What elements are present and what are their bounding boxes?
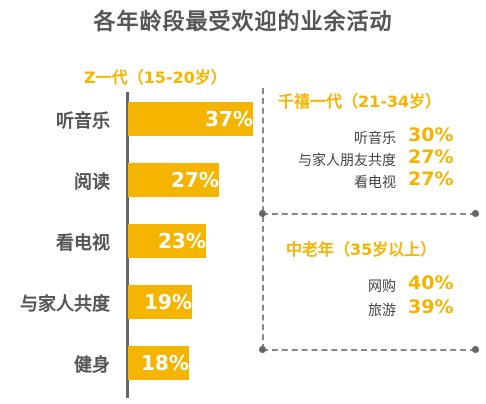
list-value-label: 40% xyxy=(408,272,454,294)
bar xyxy=(128,224,206,258)
divider-dot-right-bottom xyxy=(472,346,479,353)
list-category-label: 看电视 xyxy=(354,175,396,191)
divider-dot-left-middle xyxy=(259,210,266,217)
divider-dot-left-bottom xyxy=(259,346,266,353)
bar-category-label: 听音乐 xyxy=(56,111,110,132)
bar xyxy=(128,102,253,136)
bar-value-label: 23% xyxy=(158,229,206,253)
list-value-label: 39% xyxy=(408,296,454,318)
list-value-label: 30% xyxy=(408,124,454,146)
chart-title: 各年龄段最受欢迎的业余活动 xyxy=(93,10,393,35)
bar-value-label: 37% xyxy=(205,107,253,131)
group-title-middle-aged: 中老年（35岁以上） xyxy=(286,240,437,259)
bar-value-label: 27% xyxy=(171,168,219,192)
bar xyxy=(128,346,189,380)
list-category-label: 与家人朋友共度 xyxy=(298,153,396,169)
bar xyxy=(128,285,192,319)
list-category-label: 听音乐 xyxy=(354,131,396,147)
bar-value-label: 19% xyxy=(144,290,192,314)
panel-divider-vertical xyxy=(262,88,264,350)
bar-category-label: 阅读 xyxy=(74,172,110,193)
bar-category-label: 与家人共度 xyxy=(20,294,110,315)
bar-category-label: 看电视 xyxy=(56,233,110,254)
bar-axis-line xyxy=(126,92,129,398)
bar xyxy=(128,163,219,197)
list-category-label: 网购 xyxy=(368,279,396,295)
panel-divider-middle xyxy=(262,213,476,215)
bar-category-label: 健身 xyxy=(74,355,110,376)
divider-dot-right-middle xyxy=(472,210,479,217)
list-value-label: 27% xyxy=(408,146,454,168)
bar-value-label: 18% xyxy=(141,351,189,375)
group-title-gen-z: Z一代（15-20岁） xyxy=(84,68,227,87)
group-title-millennials: 千禧一代（21-34岁） xyxy=(278,92,442,111)
list-value-label: 27% xyxy=(408,168,454,190)
panel-divider-bottom xyxy=(262,349,476,351)
list-category-label: 旅游 xyxy=(368,303,396,319)
